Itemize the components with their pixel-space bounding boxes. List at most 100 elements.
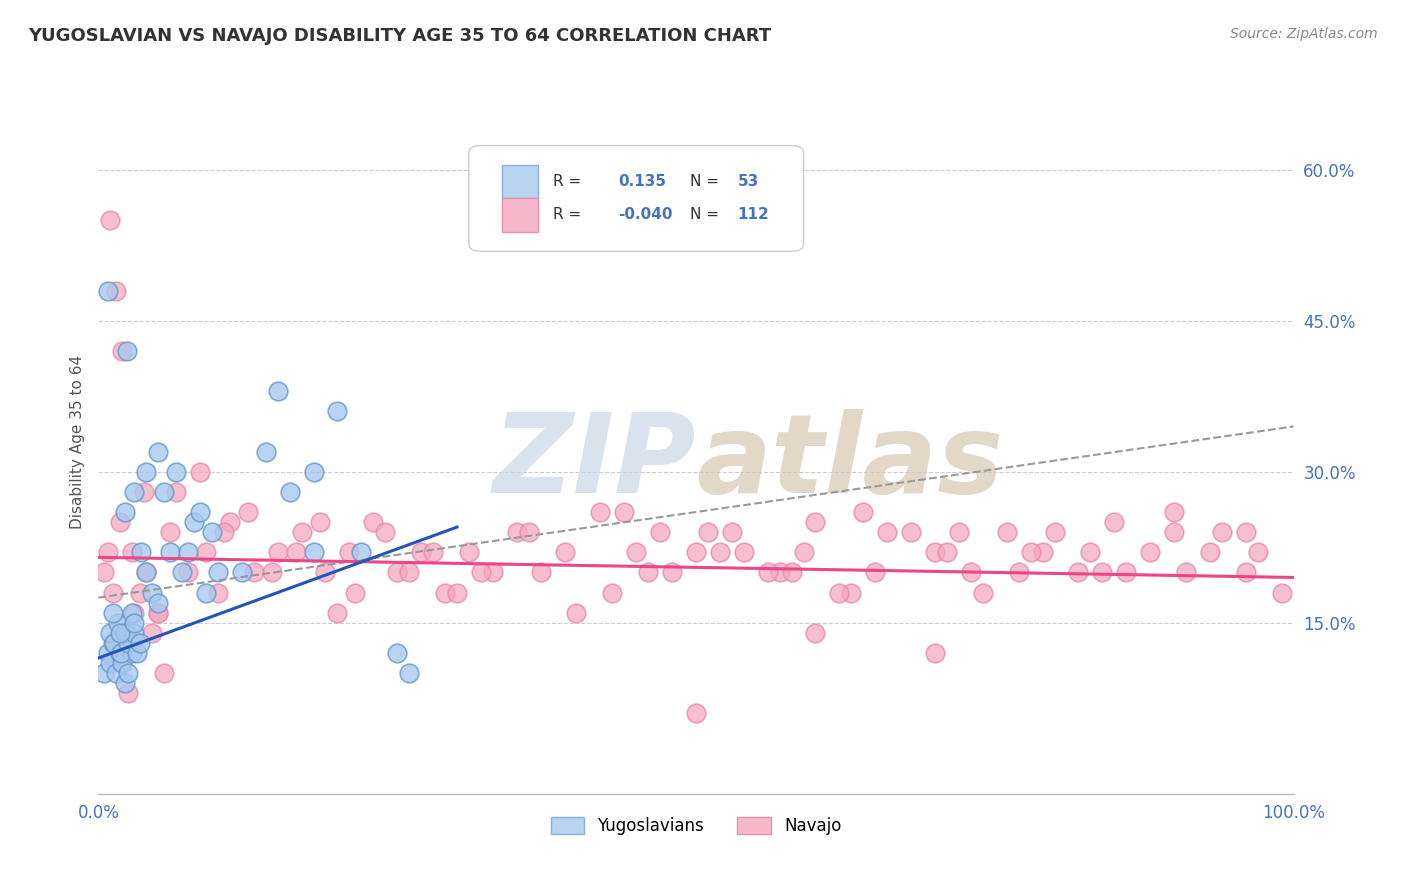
Point (111, 656, 134, 670)
Point (124, 615, 146, 630)
Point (1139, 545, 1161, 559)
Point (1175, 566, 1198, 580)
Point (110, 646, 132, 660)
Point (129, 585, 152, 599)
Point (254, 444, 277, 458)
Y-axis label: Disability Age 35 to 64: Disability Age 35 to 64 (69, 354, 84, 529)
Point (114, 625, 136, 640)
Point (172, 566, 194, 580)
Point (108, 646, 131, 660)
Point (97, 545, 120, 559)
Point (98, 625, 122, 640)
Point (1163, 505, 1185, 519)
Point (1211, 525, 1233, 540)
Point (124, 606, 146, 620)
Point (195, 585, 218, 599)
Point (101, 585, 124, 599)
Point (105, 284, 128, 298)
Point (1032, 545, 1054, 559)
Point (135, 566, 157, 580)
Point (422, 545, 444, 559)
Point (114, 505, 136, 519)
Point (165, 465, 187, 479)
Point (177, 566, 200, 580)
Point (148, 444, 170, 458)
Point (637, 566, 659, 580)
Point (446, 585, 468, 599)
Point (602, 585, 624, 599)
Point (177, 545, 200, 559)
Point (195, 545, 218, 559)
Point (768, 566, 790, 580)
Text: YUGOSLAVIAN VS NAVAJO DISABILITY AGE 35 TO 64 CORRELATION CHART: YUGOSLAVIAN VS NAVAJO DISABILITY AGE 35 … (28, 27, 772, 45)
Point (385, 646, 409, 660)
Point (111, 343, 134, 358)
Point (121, 646, 143, 660)
Point (517, 525, 540, 540)
Point (374, 525, 396, 540)
Point (1080, 545, 1102, 559)
Point (661, 566, 683, 580)
Point (506, 525, 529, 540)
Point (117, 666, 139, 681)
Point (613, 505, 636, 519)
Text: N =: N = (690, 207, 718, 222)
Point (434, 585, 457, 599)
Point (828, 585, 851, 599)
Point (780, 566, 803, 580)
Point (1104, 515, 1126, 529)
Point (685, 545, 707, 559)
Point (117, 625, 139, 640)
Point (207, 566, 229, 580)
Point (121, 606, 143, 620)
Point (470, 566, 492, 580)
Point (398, 666, 420, 681)
Text: Source: ZipAtlas.com: Source: ZipAtlas.com (1230, 27, 1378, 41)
Point (326, 404, 349, 418)
Text: -0.040: -0.040 (619, 207, 673, 222)
Point (124, 625, 146, 640)
Point (153, 484, 176, 499)
FancyBboxPatch shape (502, 198, 538, 232)
Point (530, 566, 553, 580)
Point (153, 666, 176, 681)
Point (201, 525, 224, 540)
Point (1115, 566, 1137, 580)
Point (554, 545, 576, 559)
Text: atlas: atlas (696, 409, 1004, 516)
Point (1019, 545, 1042, 559)
Point (302, 465, 325, 479)
Point (114, 676, 136, 690)
Point (108, 515, 131, 529)
Point (129, 636, 152, 650)
Text: 0.135: 0.135 (619, 174, 666, 189)
Point (135, 566, 157, 580)
Point (709, 545, 731, 559)
Point (756, 566, 779, 580)
Point (1067, 566, 1090, 580)
Point (733, 545, 755, 559)
Point (481, 566, 505, 580)
Point (308, 515, 330, 529)
Point (103, 636, 125, 650)
Point (105, 666, 128, 681)
Point (98, 656, 122, 670)
Point (183, 515, 205, 529)
Point (685, 706, 707, 721)
Point (188, 465, 211, 479)
Point (948, 525, 970, 540)
Point (207, 585, 229, 599)
Point (141, 625, 163, 640)
Point (960, 566, 983, 580)
Point (721, 525, 744, 540)
Point (231, 566, 253, 580)
Point (876, 525, 898, 540)
Point (804, 625, 827, 640)
Point (924, 545, 946, 559)
Point (326, 606, 349, 620)
Point (115, 343, 138, 358)
Point (135, 465, 157, 479)
Point (107, 615, 129, 630)
Point (267, 545, 290, 559)
Point (626, 545, 648, 559)
